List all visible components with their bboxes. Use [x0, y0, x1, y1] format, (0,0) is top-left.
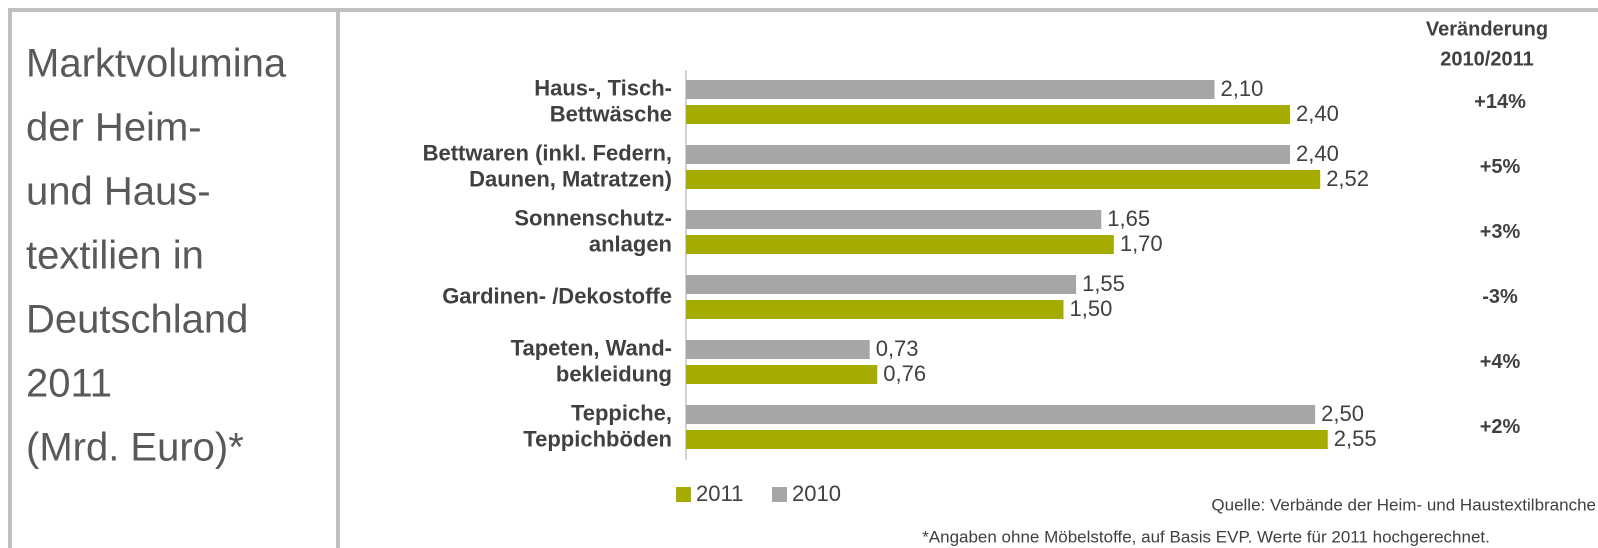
bar — [686, 340, 870, 359]
value-label: 0,76 — [883, 361, 926, 386]
chart-title: (Mrd. Euro)* — [26, 426, 244, 470]
value-label: 2,10 — [1221, 76, 1264, 101]
chart-title: 2011 — [26, 362, 112, 406]
value-label: 2,55 — [1334, 426, 1377, 451]
category-label: bekleidung — [556, 361, 672, 386]
bar — [686, 235, 1114, 254]
change-label: +4% — [1480, 351, 1521, 373]
value-label: 2,40 — [1296, 141, 1339, 166]
change-header: 2010/2011 — [1440, 48, 1533, 70]
value-label: 2,52 — [1326, 166, 1369, 191]
value-label: 1,55 — [1082, 271, 1125, 296]
legend-label: 2011 — [696, 481, 743, 506]
bar — [686, 105, 1290, 124]
value-label: 0,73 — [876, 336, 919, 361]
change-label: +14% — [1474, 91, 1526, 113]
value-label: 1,50 — [1070, 296, 1113, 321]
bar — [686, 170, 1321, 189]
value-label: 1,70 — [1120, 231, 1163, 256]
category-label: Bettwaren (inkl. Federn, — [423, 140, 672, 165]
bar — [686, 80, 1215, 99]
category-label: Teppiche, — [571, 400, 672, 425]
category-label: Haus-, Tisch- — [534, 75, 672, 100]
bar — [686, 430, 1328, 449]
bar — [686, 365, 878, 384]
change-label: +3% — [1480, 221, 1521, 243]
value-label: 1,65 — [1107, 206, 1150, 231]
footnote: *Angaben ohne Möbelstoffe, auf Basis EVP… — [922, 527, 1490, 546]
legend-label: 2010 — [792, 481, 841, 506]
change-label: -3% — [1482, 286, 1518, 308]
value-label: 2,50 — [1321, 401, 1364, 426]
bar — [686, 275, 1077, 294]
category-label: Sonnenschutz- — [514, 205, 672, 230]
bar — [686, 405, 1316, 424]
category-label: Daunen, Matratzen) — [469, 166, 672, 191]
legend-swatch — [676, 487, 691, 502]
value-label: 2,40 — [1296, 101, 1339, 126]
bar — [686, 300, 1064, 319]
change-label: +5% — [1480, 156, 1521, 178]
chart-title: Marktvolumina — [26, 42, 287, 86]
bar — [686, 145, 1290, 164]
chart-title: der Heim- — [26, 106, 202, 150]
category-label: Bettwäsche — [550, 101, 672, 126]
category-label: Tapeten, Wand- — [511, 335, 672, 360]
chart-title: textilien in — [26, 234, 204, 278]
category-label: anlagen — [589, 231, 672, 256]
category-label: Teppichböden — [523, 426, 672, 451]
change-label: +2% — [1480, 416, 1521, 438]
chart-title: Deutschland — [26, 298, 248, 342]
source-note: Quelle: Verbände der Heim- und Haustexti… — [1211, 495, 1596, 514]
bar — [686, 210, 1102, 229]
legend-swatch — [772, 487, 787, 502]
change-header: Veränderung — [1426, 18, 1548, 40]
category-label: Gardinen- /Dekostoffe — [442, 283, 672, 308]
chart-title: und Haus- — [26, 170, 211, 214]
